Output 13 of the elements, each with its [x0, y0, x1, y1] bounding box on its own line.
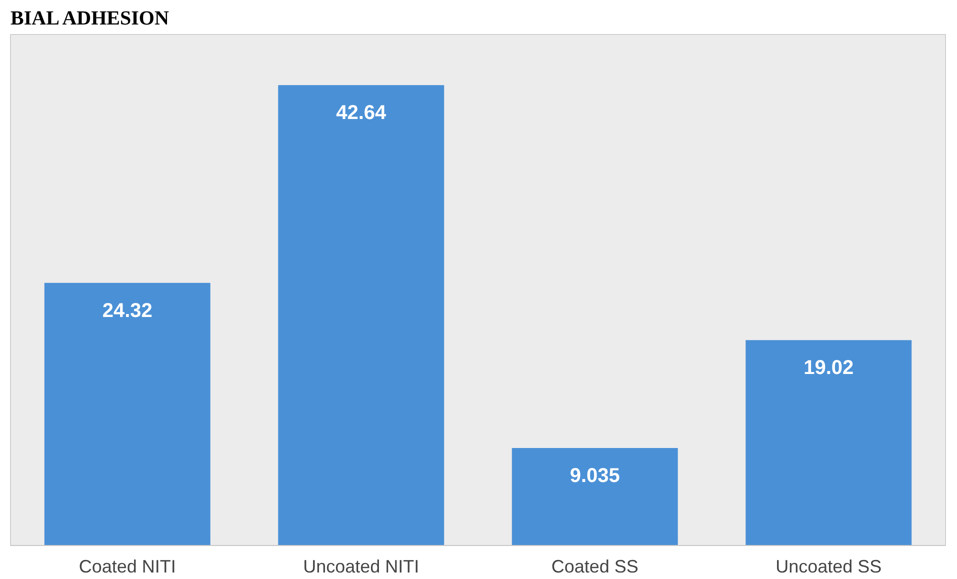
bar — [512, 448, 678, 546]
bar — [44, 282, 210, 546]
data-label: 9.035 — [570, 464, 620, 487]
bar — [278, 85, 444, 546]
x-tick-label: Uncoated NITI — [303, 556, 420, 576]
bar — [746, 340, 912, 546]
x-tick-label: Uncoated SS — [776, 556, 882, 576]
data-label: 19.02 — [804, 357, 854, 380]
x-tick-label: Coated NITI — [78, 556, 176, 576]
chart-title: BIAL ADHESION — [10, 8, 170, 30]
x-tick-label: Coated SS — [551, 556, 638, 576]
data-label: 24.32 — [102, 300, 152, 322]
data-label: 42.64 — [336, 102, 388, 124]
